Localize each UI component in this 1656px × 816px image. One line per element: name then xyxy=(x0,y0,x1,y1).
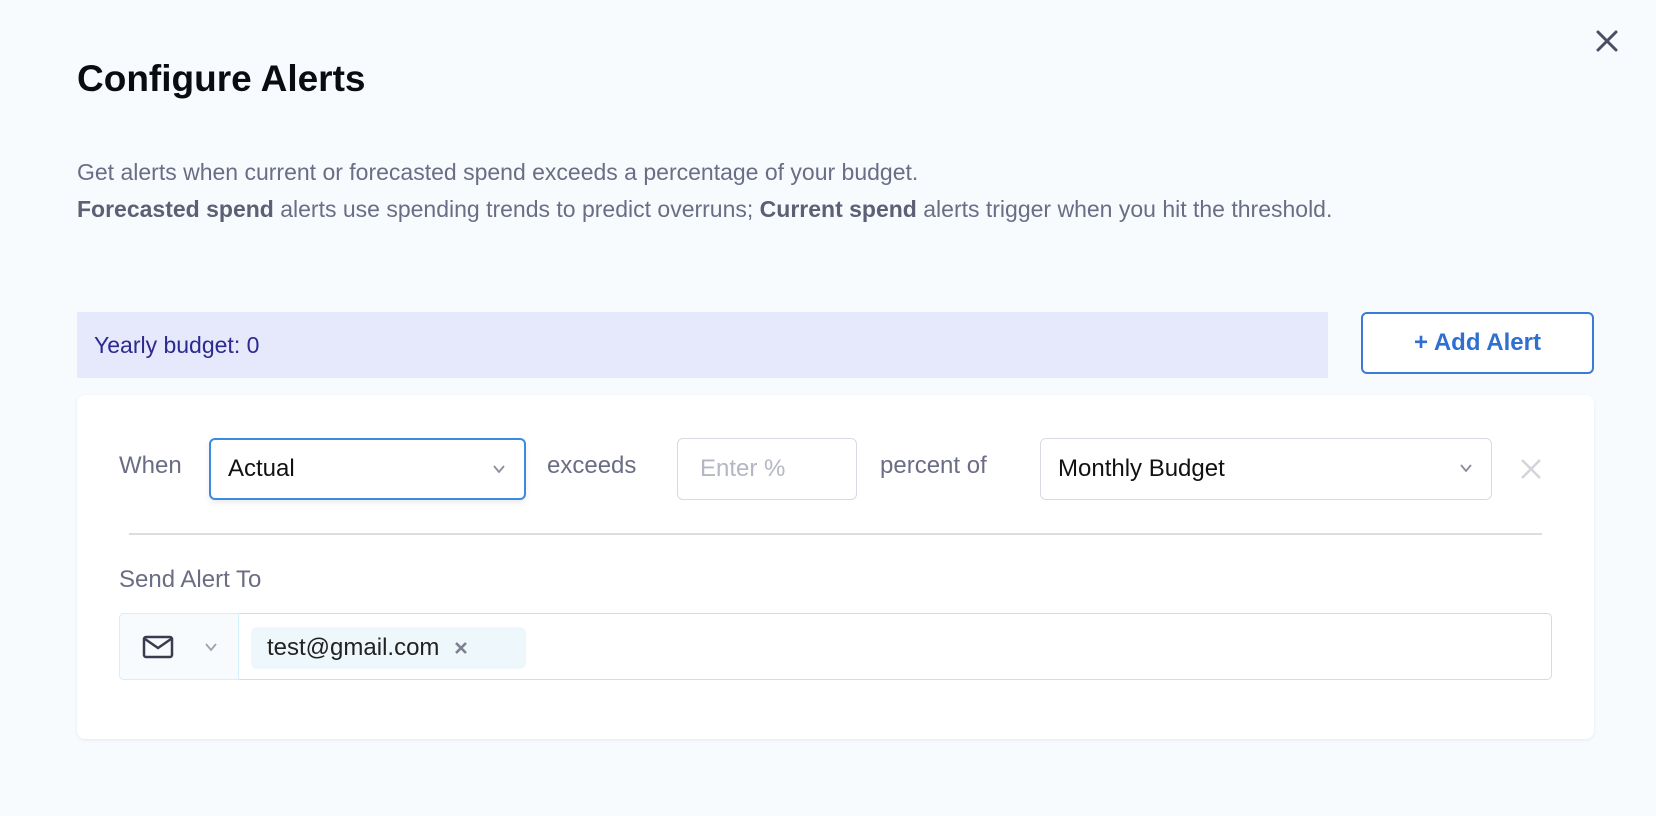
current-spend-term: Current spend xyxy=(759,196,917,222)
exceeds-label: exceeds xyxy=(547,452,637,479)
description-line-1: Get alerts when current or forecasted sp… xyxy=(77,159,919,185)
description-text: alerts trigger when you hit the threshol… xyxy=(916,196,1333,222)
budget-period-select[interactable]: Monthly Budget xyxy=(1040,438,1492,500)
budget-period-value: Monthly Budget xyxy=(1058,455,1225,482)
percent-of-label: percent of xyxy=(880,452,987,479)
chevron-down-icon xyxy=(493,465,505,474)
channel-select[interactable] xyxy=(119,613,239,680)
dialog-title: Configure Alerts xyxy=(77,58,366,99)
recipient-email: test@gmail.com xyxy=(267,634,440,661)
description-text: alerts use spending trends to predict ov… xyxy=(273,196,760,222)
divider xyxy=(129,533,1542,535)
close-icon[interactable] xyxy=(1592,26,1622,56)
description-line-2: Forecasted spend alerts use spending tre… xyxy=(77,191,1597,228)
mail-icon xyxy=(142,635,174,659)
when-label: When xyxy=(119,452,182,479)
chevron-down-icon xyxy=(1460,464,1472,473)
recipient-chip: test@gmail.com xyxy=(251,627,526,669)
percent-input[interactable] xyxy=(677,438,857,500)
forecasted-spend-term: Forecasted spend xyxy=(77,196,274,222)
chevron-down-icon xyxy=(205,643,217,652)
add-alert-button[interactable]: + Add Alert xyxy=(1361,312,1594,374)
remove-recipient-icon[interactable] xyxy=(453,640,469,656)
alert-type-select[interactable]: Actual xyxy=(209,438,526,500)
send-alert-to-label: Send Alert To xyxy=(119,566,262,593)
delete-alert-icon[interactable] xyxy=(1518,456,1544,482)
yearly-budget-banner: Yearly budget: 0 xyxy=(77,312,1328,378)
alert-type-value: Actual xyxy=(228,455,295,482)
